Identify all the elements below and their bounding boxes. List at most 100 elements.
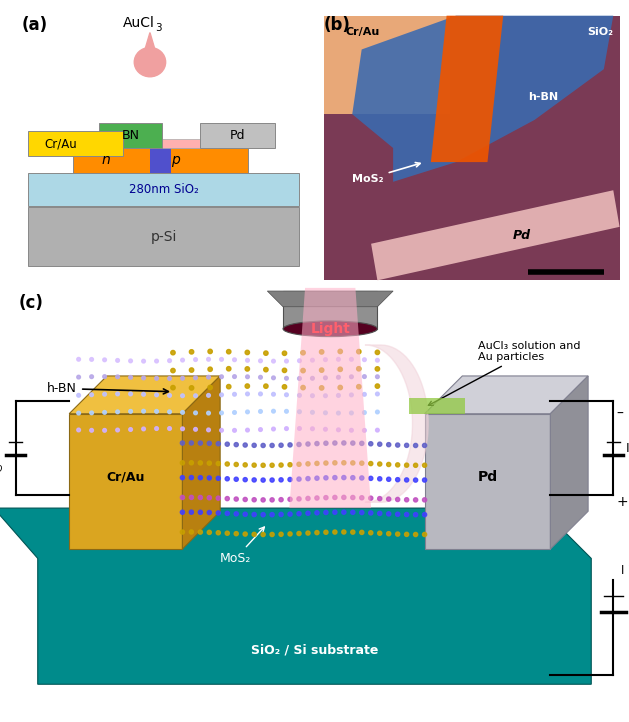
Point [186,471,196,483]
Point [99,371,109,383]
Point [177,506,187,518]
Point [308,373,318,384]
Point [258,474,268,486]
Point [269,406,279,417]
Point [276,529,286,540]
Point [347,371,357,383]
Point [333,424,343,435]
Point [320,424,330,435]
Point [261,380,271,392]
Polygon shape [0,508,591,684]
Text: Light: Light [310,322,350,336]
Point [375,438,385,450]
Text: Cr/Au: Cr/Au [106,470,145,483]
Point [392,439,403,451]
Point [222,473,232,484]
Point [347,425,357,436]
Point [74,390,84,401]
Point [204,371,214,383]
Point [152,355,162,367]
Point [401,494,411,505]
Point [267,529,277,540]
Text: I $V_G$: I $V_G$ [620,563,629,578]
FancyBboxPatch shape [28,173,299,206]
Point [357,526,367,538]
Point [187,346,197,357]
Point [196,457,206,469]
Point [267,459,277,471]
Point [255,372,265,383]
Point [339,438,349,449]
Point [348,472,358,484]
Point [222,458,232,470]
Point [353,346,364,357]
Point [87,425,97,436]
Point [177,472,187,484]
Text: (a): (a) [21,16,48,34]
Point [353,381,364,393]
Point [281,355,291,367]
Point [186,492,196,503]
Point [224,381,234,393]
Point [321,438,331,449]
Text: h-BN: h-BN [47,382,169,395]
Point [191,407,201,419]
Text: I: I [626,442,629,455]
Text: h-BN: h-BN [528,92,559,103]
Point [113,371,123,383]
Point [113,406,123,417]
Point [165,373,175,384]
Point [375,493,385,505]
Point [204,457,214,469]
Point [242,406,252,418]
Point [401,474,411,486]
Point [231,508,242,520]
Point [384,528,394,539]
Point [375,528,385,539]
Text: Pd: Pd [477,469,498,484]
Point [365,507,376,518]
Point [276,509,286,521]
Point [168,382,178,393]
Point [242,363,252,375]
Text: Cr/Au: Cr/Au [45,137,77,150]
Point [240,508,250,520]
Point [213,458,223,469]
Point [87,407,97,419]
Point [177,492,187,503]
Point [320,372,330,383]
FancyBboxPatch shape [73,148,248,173]
Point [177,390,187,401]
Point [276,474,286,486]
Point [294,373,304,384]
Polygon shape [69,414,182,549]
FancyBboxPatch shape [324,16,450,114]
Point [138,423,148,435]
FancyBboxPatch shape [138,139,218,148]
Point [99,425,109,436]
Point [258,509,268,521]
FancyBboxPatch shape [28,207,299,266]
Polygon shape [182,376,220,549]
Point [401,440,411,451]
FancyBboxPatch shape [200,123,276,148]
Point [320,354,330,365]
Point [87,389,97,401]
Point [99,406,109,418]
Point [348,457,358,469]
Point [401,509,411,521]
Text: Pd: Pd [513,229,531,242]
Point [330,492,340,503]
Text: n: n [102,153,111,168]
Point [294,474,304,485]
Point [303,458,313,469]
Point [372,388,382,400]
Point [348,492,358,503]
Point [216,407,226,419]
Point [285,459,295,471]
Point [365,438,376,450]
Point [279,381,289,393]
Point [281,406,291,417]
Point [333,354,343,365]
Point [255,406,265,417]
